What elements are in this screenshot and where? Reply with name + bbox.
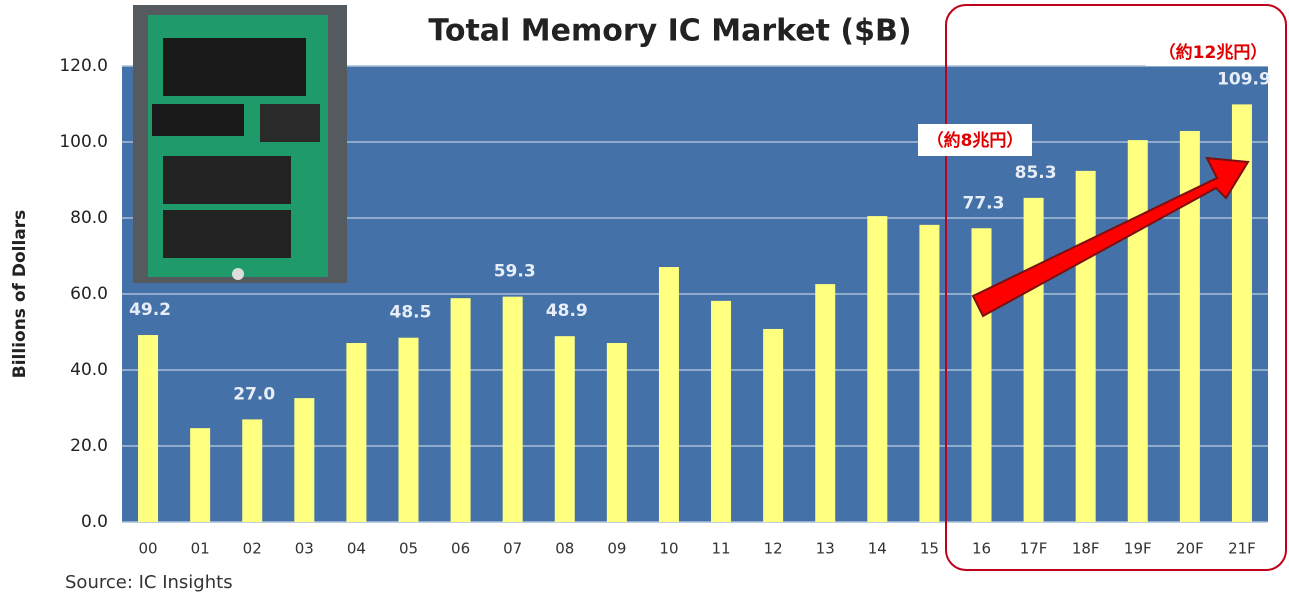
value-label: 109.9 (1217, 69, 1271, 89)
x-tick-label: 12 (764, 540, 783, 558)
y-tick-label: 100.0 (59, 132, 108, 152)
bar (1023, 197, 1044, 523)
x-tick-label: 19F (1124, 540, 1152, 558)
marks: 0.0 20.0 40.0 60.0 80.0 100.0 120.0 00 49.2 01 02 2… (59, 56, 1271, 558)
y-tick-label: 60.0 (70, 284, 108, 304)
bar (554, 336, 575, 522)
bar (815, 284, 836, 522)
x-tick-label: 14 (868, 540, 887, 558)
bar (346, 343, 367, 522)
bar (190, 428, 211, 522)
x-tick-label: 17F (1020, 540, 1048, 558)
bar (606, 343, 627, 522)
y-axis-label: Billions of Dollars (10, 210, 30, 379)
bar (971, 228, 992, 522)
x-tick-label: 10 (659, 540, 678, 558)
y-tick-label: 40.0 (70, 360, 108, 380)
x-tick-label: 02 (243, 540, 262, 558)
x-tick-label: 13 (816, 540, 835, 558)
x-tick-label: 11 (711, 540, 730, 558)
y-tick-label: 20.0 (70, 436, 108, 456)
trend-arrow (971, 156, 1250, 318)
x-tick-label: 06 (451, 540, 470, 558)
x-tick-label: 08 (555, 540, 574, 558)
value-label: 49.2 (129, 300, 171, 320)
x-tick-label: 18F (1072, 540, 1100, 558)
x-tick-label: 07 (503, 540, 522, 558)
bar (450, 298, 471, 522)
bar (242, 419, 263, 522)
x-tick-label: 05 (399, 540, 418, 558)
bar (711, 300, 732, 522)
x-tick-label: 03 (295, 540, 314, 558)
x-tick-label: 04 (347, 540, 366, 558)
bar (919, 224, 940, 522)
bar (1127, 140, 1148, 522)
x-tick-label: 15 (920, 540, 939, 558)
bar (398, 337, 419, 522)
value-label: 48.9 (546, 301, 588, 321)
value-label: 85.3 (1015, 163, 1057, 183)
y-tick-label: 120.0 (59, 56, 108, 76)
value-label: 77.3 (963, 193, 1005, 213)
bar (1179, 130, 1200, 523)
bar (138, 335, 159, 522)
x-tick-label: 16 (972, 540, 991, 558)
highlight-box (945, 4, 1287, 571)
annotation: （約8兆円） (927, 130, 1024, 151)
bar (1231, 104, 1252, 522)
bar (658, 267, 679, 522)
bar (867, 216, 888, 522)
photo (133, 5, 347, 283)
annotation-bg (918, 124, 1032, 156)
annotation: （約12兆円） (1159, 42, 1268, 63)
x-tick-label: 21F (1228, 540, 1256, 558)
value-label: 59.3 (494, 262, 536, 282)
annotation-bg (1146, 38, 1280, 66)
x-tick-label: 09 (607, 540, 626, 558)
chart-title: Total Memory IC Market ($B) (428, 14, 911, 49)
value-label: 27.0 (233, 384, 275, 404)
y-tick-label: 80.0 (70, 208, 108, 228)
bar (294, 398, 315, 522)
bar (502, 296, 523, 522)
x-tick-label: 01 (191, 540, 210, 558)
bar (1075, 170, 1096, 522)
y-tick-label: 0.0 (81, 512, 108, 532)
value-label: 48.5 (390, 303, 432, 323)
source-note: Source: IC Insights (65, 572, 233, 593)
x-tick-label: 20F (1176, 540, 1204, 558)
x-tick-label: 00 (138, 540, 157, 558)
bar (763, 328, 784, 522)
